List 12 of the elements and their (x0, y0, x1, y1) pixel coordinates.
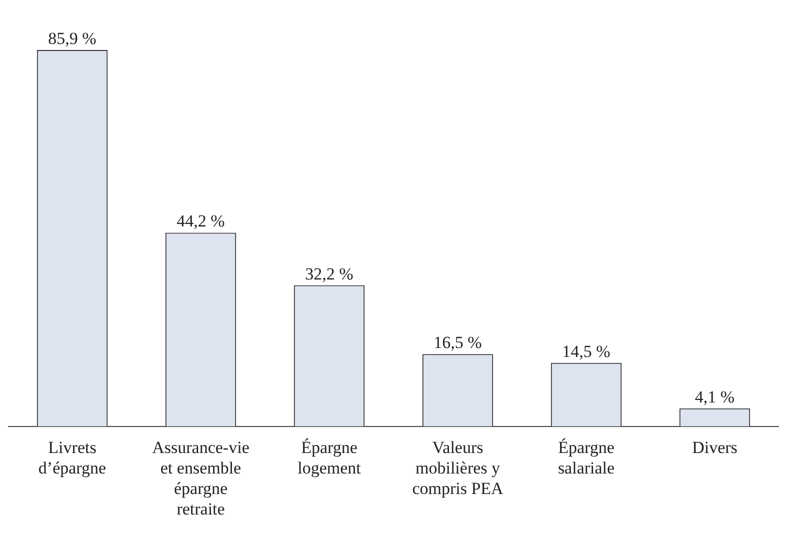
data-label: 44,2 % (176, 212, 225, 231)
data-label: 85,9 % (48, 28, 96, 48)
x-tick-label: Épargne salariale (558, 438, 615, 478)
x-tick-label: Assurance-vie et ensemble épargne retraite (152, 438, 250, 518)
data-label: 4,1 % (694, 387, 735, 406)
data-label: 16,5 % (434, 333, 482, 352)
x-tick-label: Valeurs mobilières y compris PEA (412, 438, 504, 498)
data-label: 32,2 % (305, 264, 354, 284)
x-tick-label: Divers (692, 438, 738, 458)
x-tick-label: Épargne logement (298, 438, 362, 478)
data-label: 14,5 % (562, 342, 610, 361)
x-tick-label: Livrets d’épargne (38, 438, 106, 478)
